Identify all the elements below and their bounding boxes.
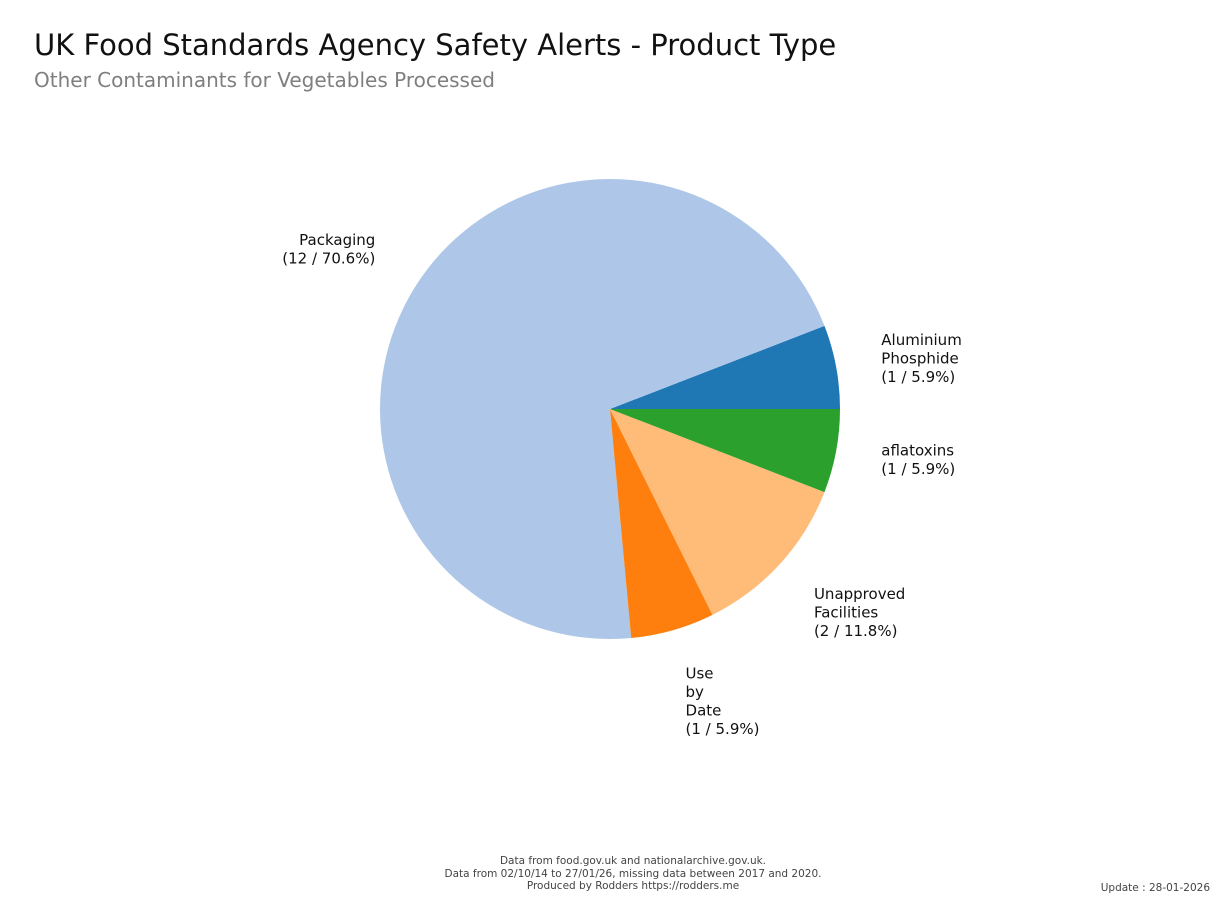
pie-label-line: aflatoxins (881, 441, 954, 459)
pie-label-line: (2 / 11.8%) (814, 622, 898, 640)
pie-label-line: Phosphide (881, 349, 959, 367)
pie-label-aflatoxins: aflatoxins (1 / 5.9%) (881, 441, 955, 478)
footer-credits: Data from food.gov.uk and nationalarchiv… (0, 855, 1220, 893)
chart-title: UK Food Standards Agency Safety Alerts -… (34, 28, 837, 62)
footer-producer-line: Produced by Rodders https://rodders.me (526, 880, 740, 892)
pie-slices (379, 179, 840, 639)
pie-slice-aflatoxins (610, 409, 840, 493)
pie-label-use-by-date: Use by Date (1 / 5.9%) (686, 664, 760, 738)
pie-label-aluminium-phosphide: Aluminium Phosphide (1 / 5.9%) (881, 331, 962, 386)
footer-source-line: Data from food.gov.uk and nationalarchiv… (499, 855, 767, 867)
footer-date-range-line: Data from 02/10/14 to 27/01/26, missing … (444, 867, 822, 880)
pie-label-line: Date (686, 701, 722, 719)
pie-label-packaging: Packaging (12 / 70.6%) (282, 231, 375, 267)
pie-slice-packaging (379, 179, 825, 639)
pie-label-line: Aluminium (881, 331, 962, 349)
pie-label-line: (12 / 70.6%) (282, 250, 375, 268)
chart-subtitle: Other Contaminants for Vegetables Proces… (34, 68, 495, 92)
pie-labels: Aluminium Phosphide (1 / 5.9%)Packaging (12… (282, 231, 962, 738)
pie-label-line: (1 / 5.9%) (881, 368, 955, 386)
pie-label-line: Facilities (814, 603, 878, 621)
pie-slice-use-by-date (610, 409, 713, 639)
pie-label-line: Packaging (299, 231, 375, 249)
pie-label-line: Use (686, 664, 714, 682)
pie-label-line: by (686, 683, 705, 701)
pie-label-line: (1 / 5.9%) (686, 720, 760, 738)
pie-label-line: (1 / 5.9%) (881, 460, 955, 478)
pie-slice-aluminium-phosphide (610, 325, 840, 409)
pie-label-line: Unapproved (814, 585, 905, 603)
pie-slice-unapproved-facilities (610, 409, 825, 615)
pie-label-unapproved-facilities: Unapproved Facilities (2 / 11.8%) (814, 585, 905, 640)
update-date: Update : 28-01-2026 (1100, 882, 1210, 894)
